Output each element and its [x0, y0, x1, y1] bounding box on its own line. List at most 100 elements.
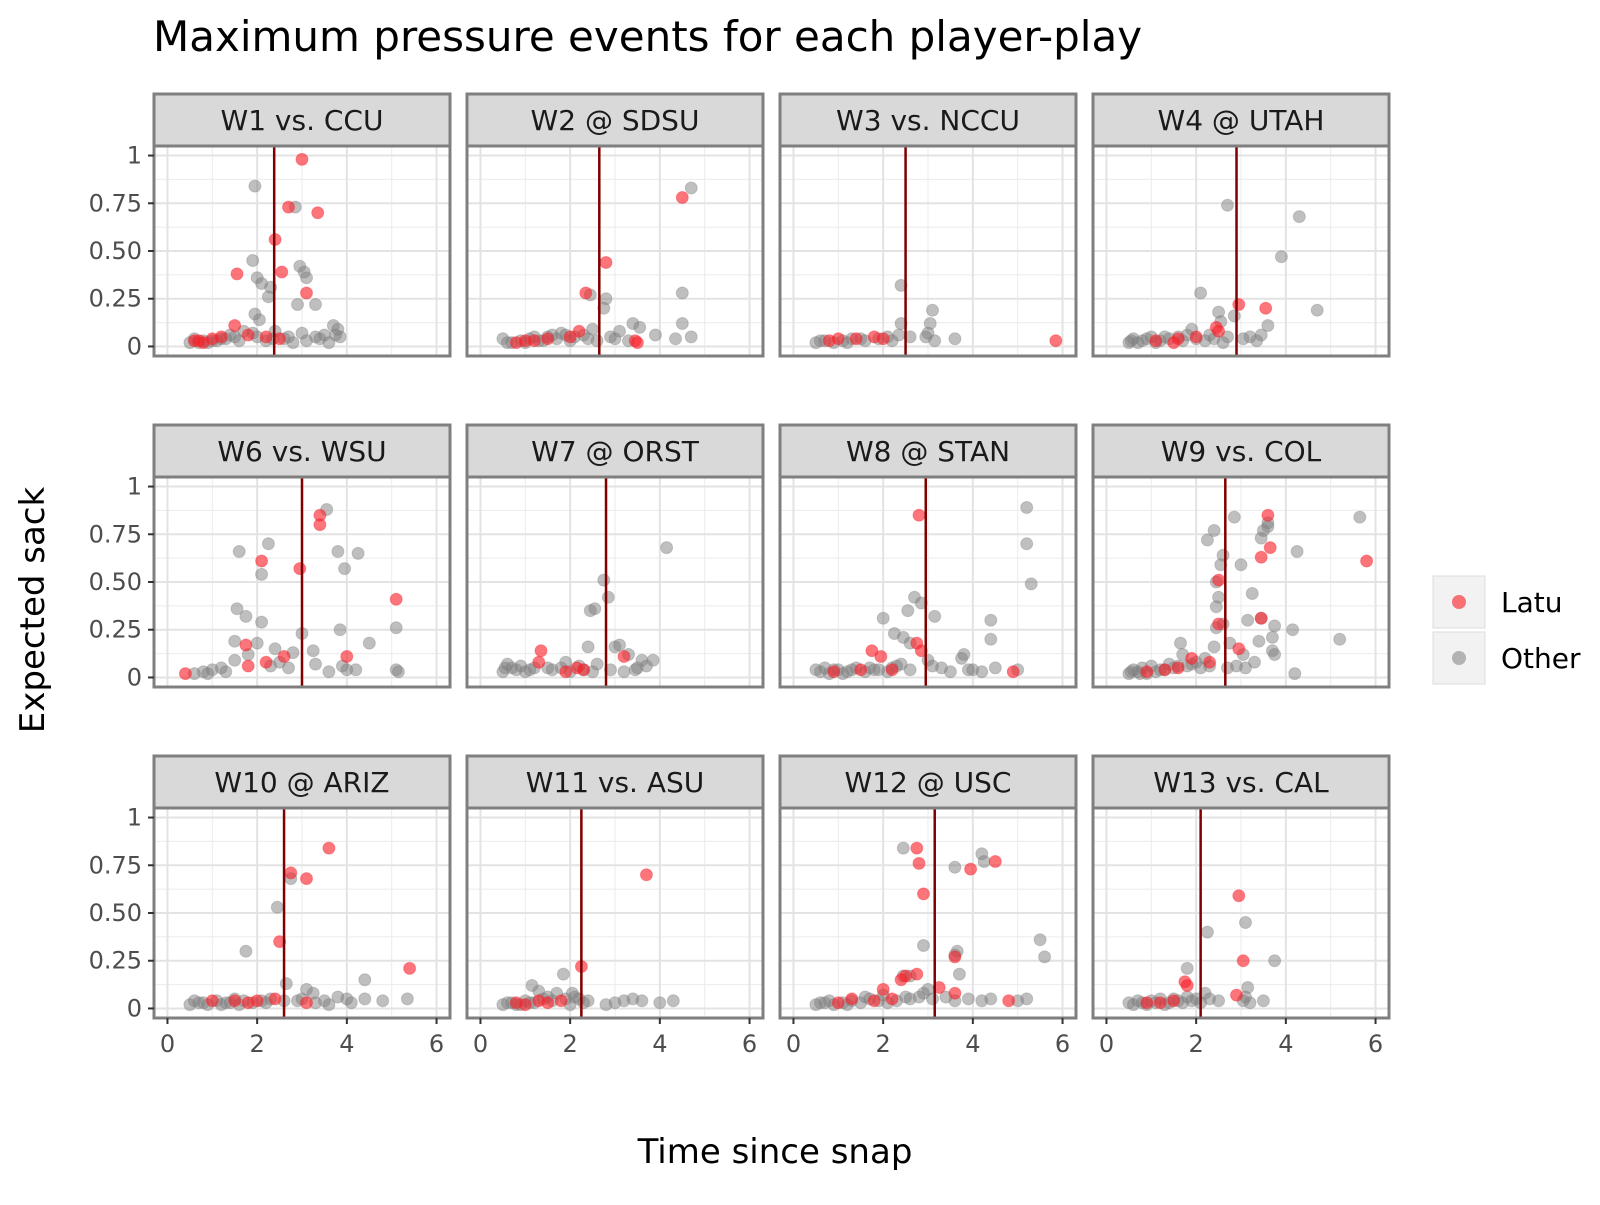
data-point-other [1200, 533, 1214, 547]
panel-border [1091, 475, 1391, 689]
panel-strip [465, 423, 765, 479]
data-point-other [239, 944, 253, 958]
x-tick-label: 6 [742, 1030, 757, 1058]
data-point-other [961, 992, 975, 1006]
data-point-other [1252, 634, 1266, 648]
data-point-latu [275, 265, 289, 279]
data-point-other [1243, 996, 1257, 1010]
data-point-latu [1167, 994, 1181, 1008]
data-point-latu [1232, 889, 1246, 903]
y-tick-label: 0.75 [89, 851, 142, 879]
data-point-other [201, 667, 215, 681]
data-point-other [935, 661, 948, 675]
data-point-other [250, 636, 264, 650]
data-point-latu [599, 256, 613, 269]
data-point-latu [293, 562, 307, 576]
data-point-latu [1254, 550, 1268, 564]
data-point-latu [230, 267, 244, 281]
data-point-latu [228, 319, 242, 332]
panel-strip-label: W3 vs. NCCU [836, 104, 1020, 137]
panel-strip [778, 754, 1078, 810]
data-point-other [344, 996, 358, 1010]
data-point-other [391, 665, 405, 679]
data-point-latu [241, 659, 255, 673]
data-point-other [955, 651, 969, 665]
chart-title: Maximum pressure events for each player-… [153, 12, 1142, 61]
data-point-other [1333, 632, 1347, 646]
data-point-latu [527, 334, 541, 348]
data-point-latu [899, 969, 913, 983]
data-point-other [248, 179, 262, 193]
data-point-other [333, 623, 347, 637]
y-tick-label: 0.25 [89, 947, 142, 975]
data-point-other [896, 841, 910, 855]
data-point-other [666, 994, 680, 1008]
data-point-latu [1002, 994, 1016, 1008]
panel-strip-label: W13 vs. CAL [1153, 766, 1329, 799]
data-point-other [684, 330, 698, 344]
x-tick-label: 2 [563, 1030, 578, 1058]
data-point-other [309, 298, 322, 311]
data-point-other [1288, 667, 1302, 681]
data-point-other [1033, 933, 1047, 947]
data-point-other [255, 615, 269, 629]
data-point-latu [1261, 508, 1275, 522]
data-point-latu [1167, 336, 1181, 350]
data-point-latu [239, 638, 253, 652]
data-point-latu [1236, 954, 1250, 968]
data-point-other [1245, 587, 1259, 600]
data-point-other [1265, 630, 1279, 644]
data-point-other [228, 653, 242, 667]
data-point-latu [1360, 554, 1374, 568]
x-tick-label: 2 [876, 1030, 891, 1058]
panel-border [778, 475, 1078, 689]
data-point-other [1223, 636, 1237, 650]
panel-strip [1091, 92, 1391, 148]
data-point-other [228, 634, 242, 648]
data-point-other [556, 967, 570, 981]
data-point-latu [849, 332, 863, 346]
data-point-latu [273, 935, 287, 949]
panel-border [778, 806, 1078, 1020]
data-point-other [282, 661, 295, 675]
panel-strip-label: W8 @ STAN [846, 435, 1010, 468]
data-point-other [322, 998, 336, 1012]
data-point-latu [639, 868, 653, 882]
panel-w6-vs-wsu: W6 vs. WSU 0 0.25 0.50 0.75 1 [89, 423, 452, 691]
data-point-latu [563, 330, 577, 344]
data-point-other [300, 271, 313, 285]
data-point-latu [178, 667, 192, 681]
data-point-other [1292, 210, 1306, 224]
data-point-other [928, 609, 942, 623]
legend-marker-latu [1452, 595, 1466, 609]
data-point-other [261, 537, 275, 551]
data-point-latu [885, 663, 899, 677]
legend-key-latu [1432, 575, 1486, 629]
data-point-latu [932, 981, 946, 994]
data-point-latu [885, 992, 899, 1006]
y-tick-label: 0 [127, 994, 142, 1022]
y-tick-label: 0.50 [89, 899, 142, 927]
data-point-other [894, 278, 908, 292]
data-point-other [914, 596, 928, 610]
data-point-other [228, 330, 242, 344]
data-point-other [1124, 334, 1138, 348]
data-point-other [1194, 286, 1208, 300]
data-point-other [675, 286, 689, 300]
x-tick-label: 4 [652, 1030, 667, 1058]
data-point-other [669, 332, 682, 346]
panel-w13-vs-cal: W13 vs. CAL 0 2 4 6 [1091, 754, 1391, 1058]
data-point-other [389, 621, 403, 635]
data-point-latu [259, 655, 273, 669]
data-point-other [268, 642, 282, 656]
data-point-latu [255, 554, 269, 568]
data-point-latu [192, 334, 206, 348]
data-point-other [684, 181, 698, 195]
panel-w12-usc: W12 @ USC 0 2 4 6 [778, 754, 1078, 1058]
data-point-other [628, 663, 642, 677]
data-point-other [926, 303, 939, 317]
data-point-latu [675, 191, 689, 204]
data-point-latu [910, 967, 924, 981]
data-point-other [899, 990, 913, 1004]
